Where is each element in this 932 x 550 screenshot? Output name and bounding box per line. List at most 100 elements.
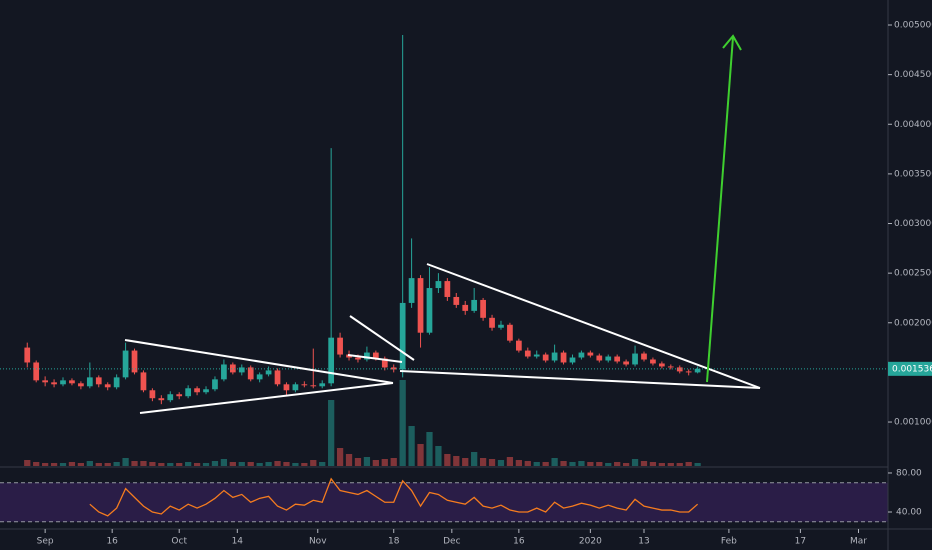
volume-bar	[310, 460, 317, 466]
volume-bar	[578, 461, 585, 466]
candle-body	[632, 353, 638, 365]
rsi-tick-label: 80.00	[896, 468, 922, 478]
candle-body	[560, 352, 567, 363]
rsi-pane	[0, 482, 888, 523]
candle-body	[614, 356, 621, 362]
volume-bar	[193, 463, 201, 466]
candle-body	[408, 278, 415, 303]
trend-line	[426, 263, 761, 389]
candle-body	[569, 357, 576, 363]
trend-line	[347, 354, 403, 363]
candle-body	[489, 317, 495, 328]
candle-body	[194, 388, 200, 393]
volume-bar	[649, 462, 657, 466]
x-tick-label: Nov	[309, 537, 327, 547]
volume-bar	[328, 400, 335, 466]
volume-bar	[372, 460, 379, 466]
volume-bar	[515, 460, 522, 466]
volume-bar	[354, 458, 362, 466]
volume-bar	[211, 461, 219, 466]
candle-body	[399, 302, 406, 370]
candle-body	[122, 350, 129, 378]
volume-bar	[479, 458, 487, 466]
volume-bar	[104, 463, 111, 466]
volume-bar	[265, 462, 272, 466]
trend-line	[399, 370, 761, 389]
trend-line	[124, 339, 394, 384]
volume-bar	[560, 461, 567, 466]
candle-body	[524, 350, 531, 357]
y-tick-label: 0.005000	[894, 21, 932, 31]
volume-bar	[86, 461, 93, 466]
volume-bar	[220, 459, 228, 466]
volume-bar	[122, 458, 129, 466]
volume-bar	[399, 380, 406, 466]
candle-body	[104, 384, 111, 388]
candle-body	[515, 340, 522, 351]
candle-body	[238, 367, 245, 373]
candle-body	[605, 356, 612, 361]
volume-bar	[614, 462, 621, 466]
volume-bar	[140, 461, 147, 466]
volume-bar	[667, 463, 674, 466]
candle-body	[292, 384, 299, 391]
candle-body	[247, 367, 254, 380]
candle-body	[212, 379, 218, 390]
candle-body	[95, 377, 102, 385]
volume-bar	[497, 460, 505, 466]
volume-bar	[631, 459, 639, 466]
volume-bar	[676, 463, 683, 466]
volume-bar	[658, 463, 665, 466]
rsi-band-fill	[0, 482, 888, 522]
candle-body	[283, 384, 290, 391]
target-arrow	[706, 36, 734, 383]
volume-bar	[542, 462, 549, 466]
candle-body	[650, 359, 656, 364]
volume-bar	[462, 458, 469, 466]
volume-bar	[524, 461, 531, 466]
rsi-line	[89, 477, 699, 517]
x-tick-label: Oct	[171, 537, 187, 547]
volume-bar	[390, 458, 397, 466]
candle-body	[364, 352, 370, 360]
volume-bar	[59, 463, 67, 466]
x-tick-label: Mar	[850, 537, 867, 547]
volume-bar	[471, 452, 478, 466]
volume-bar	[50, 463, 58, 466]
volume-bar	[301, 463, 308, 466]
volume-bar	[77, 463, 85, 466]
candle-body	[140, 372, 147, 391]
volume-bar	[587, 462, 594, 466]
candle-body	[185, 388, 192, 397]
volume-bar	[167, 463, 174, 466]
volume-bar	[435, 446, 442, 466]
candle-body	[337, 337, 343, 355]
volume-bar	[453, 456, 460, 466]
candle-body	[641, 353, 647, 360]
volume-bar	[283, 462, 290, 466]
volume-bar	[506, 457, 514, 466]
volume-bar	[426, 432, 433, 466]
x-tick-label: 16	[106, 537, 118, 547]
volume-bar	[202, 463, 210, 466]
candle-body	[51, 382, 57, 385]
candle-body	[221, 364, 227, 380]
volume-bar	[158, 463, 165, 466]
volume-bar	[33, 462, 40, 466]
x-tick-label: 17	[795, 537, 806, 547]
volume-bar	[444, 454, 451, 466]
candle-body	[265, 370, 272, 375]
volume-bar	[185, 462, 192, 466]
candle-body	[310, 385, 317, 387]
trend-drawings	[124, 34, 761, 414]
x-tick-label: 14	[232, 537, 244, 547]
candle-body	[256, 374, 263, 380]
candle-body	[578, 352, 585, 358]
volume-bar	[149, 462, 156, 466]
candle-body	[453, 296, 460, 305]
candle-body	[372, 352, 379, 359]
candle-body	[587, 352, 594, 356]
volume-bar	[551, 458, 558, 466]
